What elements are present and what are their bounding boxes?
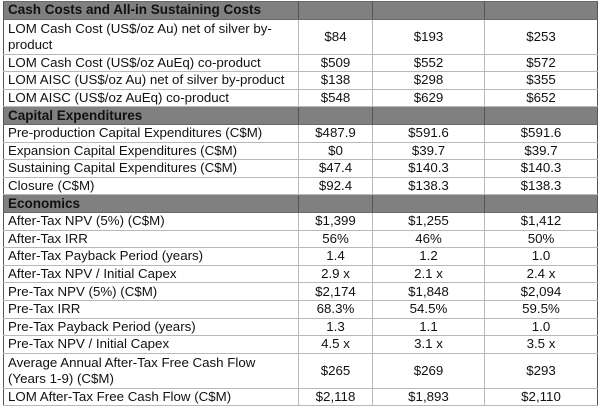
table-row: LOM Cash Cost (US$/oz Au) net of silver … xyxy=(3,18,598,55)
table-row: Average Annual After-Tax Free Cash Flow … xyxy=(3,352,598,389)
cell-value: 50% xyxy=(484,229,598,249)
row-label: Expansion Capital Expenditures (C$M) xyxy=(3,141,299,161)
row-label: Pre-Tax NPV / Initial Capex xyxy=(3,335,299,354)
cell-value: $253 xyxy=(484,18,598,55)
cell-value: $269 xyxy=(372,352,485,389)
table-row: After-Tax IRR 56% 46% 50% xyxy=(3,229,598,249)
table-row: LOM AISC (US$/oz Au) net of silver by-pr… xyxy=(3,71,598,90)
section-header-capital-expenditures: Capital Expenditures xyxy=(3,106,598,125)
row-label: LOM Cash Cost (US$/oz AuEq) co-product xyxy=(3,53,299,73)
cell-value: $138 xyxy=(298,71,373,90)
row-label: LOM After-Tax Free Cash Flow (C$M) xyxy=(3,387,299,406)
cell-value: $2,118 xyxy=(298,387,373,406)
row-label: LOM AISC (US$/oz Au) net of silver by-pr… xyxy=(3,71,299,90)
cell-value: 46% xyxy=(372,229,485,249)
row-label: Pre-Tax IRR xyxy=(3,299,299,319)
section-title: Cash Costs and All-in Sustaining Costs xyxy=(3,1,299,20)
cell-value: $1,893 xyxy=(372,387,485,406)
cell-value: 2.9 x xyxy=(298,264,373,284)
cell-value: $629 xyxy=(372,88,485,108)
table-row: After-Tax NPV / Initial Capex 2.9 x 2.1 … xyxy=(3,264,598,284)
cell-value: $193 xyxy=(372,18,485,55)
section-header-cash-costs: Cash Costs and All-in Sustaining Costs xyxy=(3,1,598,20)
cell-value: $39.7 xyxy=(372,141,485,161)
table-row: LOM Cash Cost (US$/oz AuEq) co-product $… xyxy=(3,53,598,73)
economics-summary-table: Cash Costs and All-in Sustaining Costs L… xyxy=(3,1,598,406)
table-row: Pre-Tax NPV / Initial Capex 4.5 x 3.1 x … xyxy=(3,335,598,354)
row-label: LOM Cash Cost (US$/oz Au) net of silver … xyxy=(3,18,299,55)
cell-value: 1.0 xyxy=(484,317,598,337)
row-label: Closure (C$M) xyxy=(3,176,299,196)
cell-value: $0 xyxy=(298,141,373,161)
row-label: After-Tax NPV (5%) (C$M) xyxy=(3,211,299,231)
row-label: Pre-Tax Payback Period (years) xyxy=(3,317,299,337)
cell-value: $591.6 xyxy=(372,123,485,143)
table-row: Pre-Tax Payback Period (years) 1.3 1.1 1… xyxy=(3,317,598,337)
cell-value: $138.3 xyxy=(372,176,485,196)
cell-value: $591.6 xyxy=(484,123,598,143)
cell-value: 3.1 x xyxy=(372,335,485,354)
cell-value: $2,094 xyxy=(484,282,598,301)
cell-value: $2,110 xyxy=(484,387,598,406)
table-row: Sustaining Capital Expenditures (C$M) $4… xyxy=(3,159,598,178)
cell-value: $39.7 xyxy=(484,141,598,161)
row-label: LOM AISC (US$/oz AuEq) co-product xyxy=(3,88,299,108)
cell-value: $548 xyxy=(298,88,373,108)
table-row: Pre-Tax IRR 68.3% 54.5% 59.5% xyxy=(3,299,598,319)
table-row: Closure (C$M) $92.4 $138.3 $138.3 xyxy=(3,176,598,196)
cell-value: $509 xyxy=(298,53,373,73)
cell-value: 1.2 xyxy=(372,247,485,266)
row-label: Pre-Tax NPV (5%) (C$M) xyxy=(3,282,299,301)
cell-value: $293 xyxy=(484,352,598,389)
cell-value: $552 xyxy=(372,53,485,73)
cell-value: 2.1 x xyxy=(372,264,485,284)
cell-value: $265 xyxy=(298,352,373,389)
table-row: After-Tax NPV (5%) (C$M) $1,399 $1,255 $… xyxy=(3,211,598,231)
cell-value: $355 xyxy=(484,71,598,90)
cell-value: 1.4 xyxy=(298,247,373,266)
row-label: After-Tax Payback Period (years) xyxy=(3,247,299,266)
cell-value: $1,848 xyxy=(372,282,485,301)
table-row: Expansion Capital Expenditures (C$M) $0 … xyxy=(3,141,598,161)
cell-value: $298 xyxy=(372,71,485,90)
cell-value: $1,255 xyxy=(372,211,485,231)
table-row: LOM AISC (US$/oz AuEq) co-product $548 $… xyxy=(3,88,598,108)
row-label: Pre-production Capital Expenditures (C$M… xyxy=(3,123,299,143)
section-title: Economics xyxy=(3,194,299,213)
cell-value: $92.4 xyxy=(298,176,373,196)
cell-value: $140.3 xyxy=(484,159,598,178)
row-label: After-Tax NPV / Initial Capex xyxy=(3,264,299,284)
cell-value: 4.5 x xyxy=(298,335,373,354)
section-header-economics: Economics xyxy=(3,194,598,213)
cell-value: 68.3% xyxy=(298,299,373,319)
cell-value: $572 xyxy=(484,53,598,73)
cell-value: $652 xyxy=(484,88,598,108)
section-title: Capital Expenditures xyxy=(3,106,299,125)
cell-value: 59.5% xyxy=(484,299,598,319)
cell-value: 1.1 xyxy=(372,317,485,337)
cell-value: 1.3 xyxy=(298,317,373,337)
table-row: Pre-production Capital Expenditures (C$M… xyxy=(3,123,598,143)
cell-value: $47.4 xyxy=(298,159,373,178)
cell-value: $138.3 xyxy=(484,176,598,196)
row-label: Average Annual After-Tax Free Cash Flow … xyxy=(3,352,299,389)
cell-value: $1,412 xyxy=(484,211,598,231)
cell-value: 56% xyxy=(298,229,373,249)
cell-value: $84 xyxy=(298,18,373,55)
cell-value: $140.3 xyxy=(372,159,485,178)
cell-value: $2,174 xyxy=(298,282,373,301)
table-row: Pre-Tax NPV (5%) (C$M) $2,174 $1,848 $2,… xyxy=(3,282,598,301)
cell-value: 54.5% xyxy=(372,299,485,319)
table-row: After-Tax Payback Period (years) 1.4 1.2… xyxy=(3,247,598,266)
table-row: LOM After-Tax Free Cash Flow (C$M) $2,11… xyxy=(3,387,598,406)
row-label: Sustaining Capital Expenditures (C$M) xyxy=(3,159,299,178)
row-label: After-Tax IRR xyxy=(3,229,299,249)
cell-value: $487.9 xyxy=(298,123,373,143)
cell-value: 2.4 x xyxy=(484,264,598,284)
cell-value: 3.5 x xyxy=(484,335,598,354)
cell-value: $1,399 xyxy=(298,211,373,231)
cell-value: 1.0 xyxy=(484,247,598,266)
